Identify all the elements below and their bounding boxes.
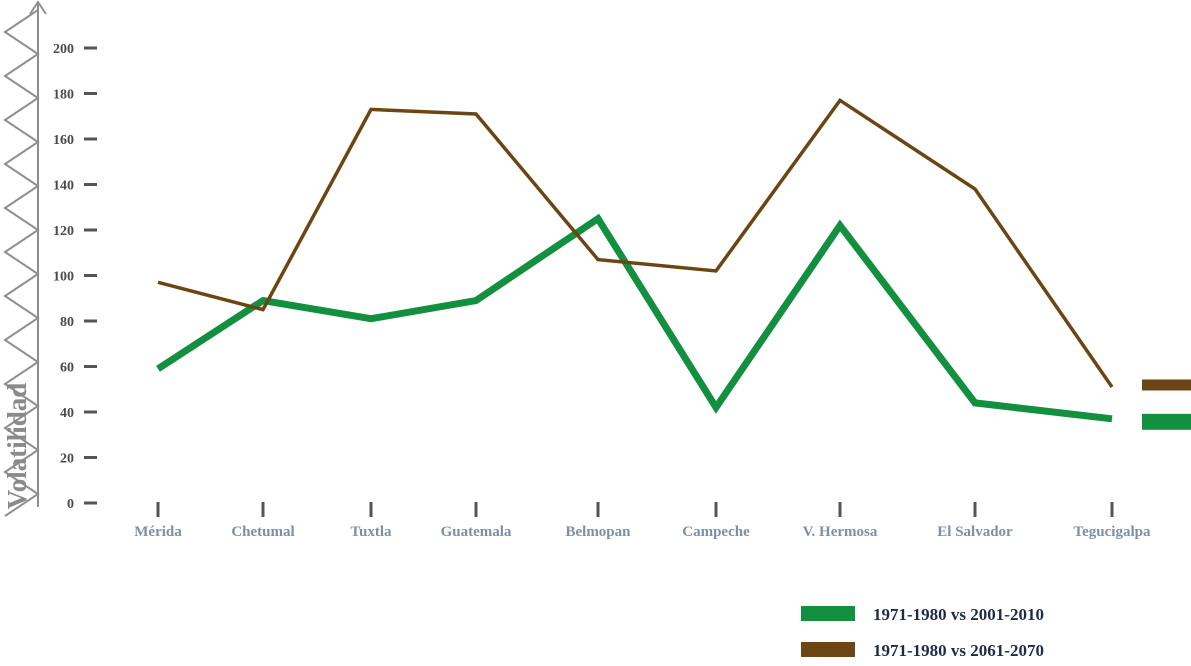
y-axis: 0 20 40 60 80 100 120 140 160 180 200 — [3, 0, 97, 517]
x-tick-label: Belmopan — [565, 524, 631, 540]
legend-label-1: 1971-1980 vs 2001-2010 — [873, 605, 1044, 624]
y-tick-label: 40 — [60, 406, 74, 421]
legend: 1971-1980 vs 2001-2010 1971-1980 vs 2061-… — [801, 605, 1044, 660]
x-tick-label: El Salvador — [937, 524, 1013, 540]
y-axis-label: Volatilidad — [2, 383, 32, 510]
legend-swatch-2 — [801, 642, 855, 657]
y-tick-label: 120 — [53, 224, 74, 239]
series-end-marker-1 — [1142, 413, 1191, 430]
y-axis-zigzag — [3, 9, 40, 517]
x-tick-label: V. Hermosa — [803, 524, 878, 540]
y-tick-label: 0 — [67, 497, 74, 512]
y-tick-label: 100 — [53, 270, 74, 285]
y-tick-label: 160 — [53, 133, 74, 148]
y-tick-label: 20 — [60, 452, 74, 467]
x-axis: Mérida Chetumal Tuxtla Guatemala Belmopan Cam… — [134, 502, 1151, 540]
x-tick-label: Guatemala — [441, 524, 512, 540]
series-end-markers — [1142, 379, 1191, 430]
series-end-marker-2 — [1142, 379, 1191, 391]
series-line-1 — [156, 213, 1113, 423]
y-tick-label: 200 — [53, 42, 74, 57]
y-tick-label: 140 — [53, 179, 74, 194]
legend-swatch-1 — [801, 606, 855, 621]
x-tick-label: Mérida — [134, 524, 182, 540]
y-tick-label: 60 — [60, 361, 74, 376]
x-tick-label: Tegucigalpa — [1074, 524, 1151, 540]
series-lines — [156, 97, 1114, 423]
x-tick-label: Tuxtla — [350, 524, 392, 540]
series-line-2 — [157, 97, 1114, 388]
y-axis-arrow — [29, 0, 47, 15]
x-tick-label: Chetumal — [231, 524, 294, 540]
x-tick-label: Campeche — [682, 524, 750, 540]
y-tick-label: 180 — [53, 88, 74, 103]
y-tick-label: 80 — [60, 315, 74, 330]
legend-label-2: 1971-1980 vs 2061-2070 — [873, 641, 1044, 660]
